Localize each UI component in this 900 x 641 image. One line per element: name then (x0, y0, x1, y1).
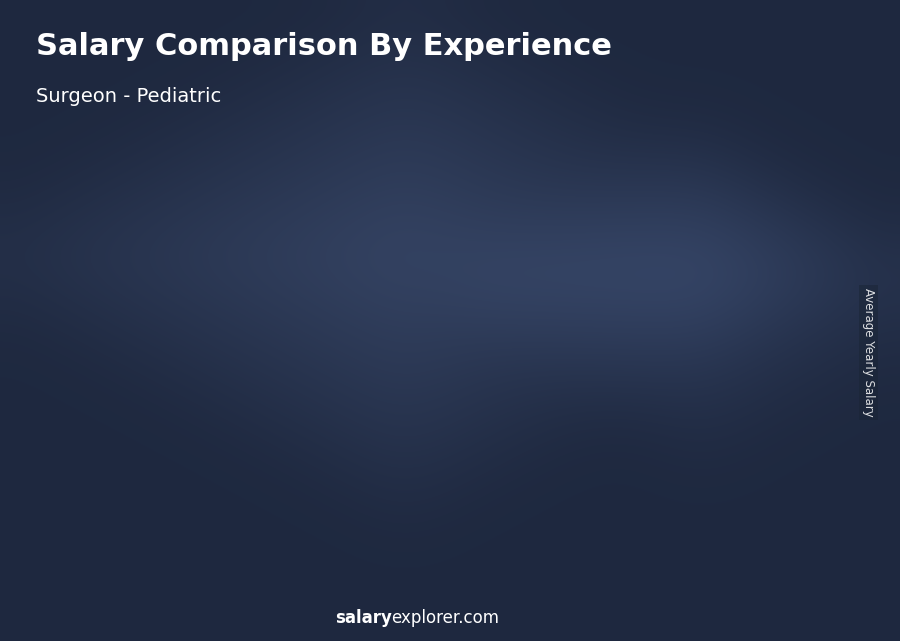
Bar (734, 48, 850, 53)
Text: +7%: +7% (659, 155, 708, 174)
Text: 403,000 USD: 403,000 USD (593, 287, 684, 301)
Text: 220,000 USD: 220,000 USD (208, 427, 299, 441)
Text: explorer.com: explorer.com (392, 609, 500, 627)
Bar (734, 53, 850, 57)
Text: +24%: +24% (400, 209, 464, 228)
Text: +29%: +29% (149, 343, 212, 362)
Polygon shape (703, 246, 710, 570)
Polygon shape (200, 404, 280, 408)
Bar (734, 92, 850, 97)
Text: +7%: +7% (533, 188, 582, 208)
Polygon shape (577, 266, 657, 269)
Bar (734, 71, 850, 75)
Text: Salary Comparison By Experience: Salary Comparison By Experience (36, 32, 612, 61)
Polygon shape (452, 287, 531, 290)
Bar (333, 341, 406, 570)
Polygon shape (452, 287, 458, 570)
Text: 304,000 USD: 304,000 USD (334, 363, 425, 378)
Bar (734, 48, 780, 79)
Bar (458, 287, 531, 570)
Bar (734, 88, 850, 92)
Bar (734, 75, 850, 79)
Text: 171,000 USD: 171,000 USD (72, 541, 163, 555)
Bar (734, 97, 850, 101)
Bar (734, 57, 850, 62)
Polygon shape (326, 341, 406, 344)
Bar (710, 246, 783, 570)
Text: Average Yearly Salary: Average Yearly Salary (862, 288, 875, 417)
Polygon shape (200, 404, 207, 570)
Bar (734, 83, 850, 88)
Text: 376,000 USD: 376,000 USD (460, 309, 551, 323)
Text: Surgeon - Pediatric: Surgeon - Pediatric (36, 87, 221, 106)
Text: salary: salary (335, 609, 392, 627)
Bar (734, 66, 850, 71)
Bar (734, 79, 850, 83)
Polygon shape (326, 341, 333, 570)
Polygon shape (75, 441, 154, 445)
Bar (207, 404, 280, 570)
Bar (734, 62, 850, 66)
Bar (584, 266, 657, 570)
Bar (734, 101, 850, 106)
Polygon shape (75, 441, 81, 570)
Text: 430,000 USD: 430,000 USD (740, 267, 831, 281)
Polygon shape (703, 246, 783, 249)
Bar (81, 441, 154, 570)
Polygon shape (577, 266, 584, 570)
Text: +38%: +38% (274, 267, 338, 285)
